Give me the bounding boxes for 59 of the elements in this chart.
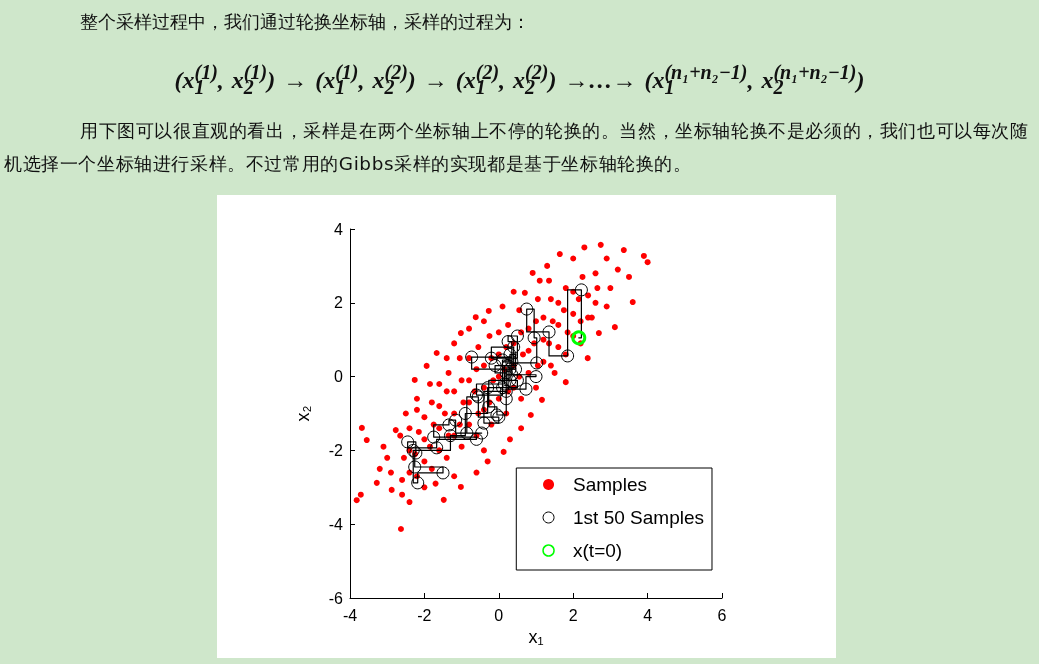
point	[505, 368, 519, 382]
y-tick-label: 2	[334, 294, 344, 312]
point	[477, 416, 491, 430]
point	[510, 373, 524, 387]
point	[482, 400, 496, 414]
point	[442, 418, 456, 432]
point	[484, 351, 498, 365]
point	[520, 302, 534, 316]
point	[481, 381, 495, 395]
point	[542, 325, 556, 339]
y-tick-label: -4	[328, 515, 344, 533]
point	[497, 377, 511, 391]
point	[561, 349, 575, 363]
point	[509, 362, 523, 376]
point	[499, 392, 513, 406]
legend-label: x(t=0)	[573, 540, 623, 561]
point	[408, 460, 422, 474]
point	[401, 435, 415, 449]
point	[443, 429, 457, 443]
point	[430, 441, 444, 455]
x-tick-label: 6	[717, 606, 727, 624]
y-tick-label: 4	[334, 220, 344, 238]
x-tick-label: -2	[417, 606, 432, 624]
point	[501, 335, 515, 349]
y-tick-label: -2	[328, 441, 344, 459]
point	[460, 426, 474, 440]
text: (x$_{1}$$^{(1)}$, x$_{2}$$^{(1)}$) → (x$_{1}$$^{(1)}$, x$_{2}$$^{(2)}$) → (x$_{1}$$^{(2)}$, x$_{2}$$^{(2)}$) →…→ (x$_{1}$$^{(n₁+n₂−1)}$, x$_{2}$$^{(n₁+n₂−1)}$)	[174, 61, 865, 98]
point	[530, 356, 544, 370]
x-tick-label: 4	[643, 606, 653, 624]
point	[427, 430, 441, 444]
point	[469, 432, 483, 446]
point	[519, 382, 533, 396]
point	[475, 426, 489, 440]
point	[510, 329, 524, 343]
x-tick-label: 0	[494, 606, 504, 624]
x-axis-title: x₁	[528, 627, 544, 647]
y-tick-label: 0	[334, 368, 344, 386]
point	[458, 407, 472, 420]
point	[436, 466, 450, 480]
point	[574, 283, 588, 297]
y-axis-title: x₂	[293, 405, 313, 422]
legend-label: Samples	[573, 474, 647, 495]
legend-label: 1st 50 Samples	[573, 507, 705, 528]
point	[503, 373, 517, 387]
point	[527, 331, 541, 345]
point	[488, 359, 502, 373]
point	[529, 370, 543, 384]
y-tick-label: -6	[328, 589, 344, 607]
point	[499, 366, 513, 380]
point	[449, 413, 463, 427]
point	[496, 353, 510, 367]
point	[503, 347, 517, 361]
point	[465, 350, 479, 364]
point	[507, 340, 521, 354]
x-tick-label: 2	[568, 606, 578, 624]
text: 用下图可以很直观的看出，采样是在两个坐标轴上不停的轮换的。当然，坐标轴轮换不是必须的，我们也可以每次随机选择一个坐标轴进行采样。不过常用的Gibbs采样的实现都是基于坐标轴轮换的。	[4, 119, 1030, 176]
point	[505, 355, 519, 369]
text: 整个采样过程中，我们通过轮换坐标轴，采样的过程为：	[79, 10, 531, 34]
point	[411, 476, 425, 490]
